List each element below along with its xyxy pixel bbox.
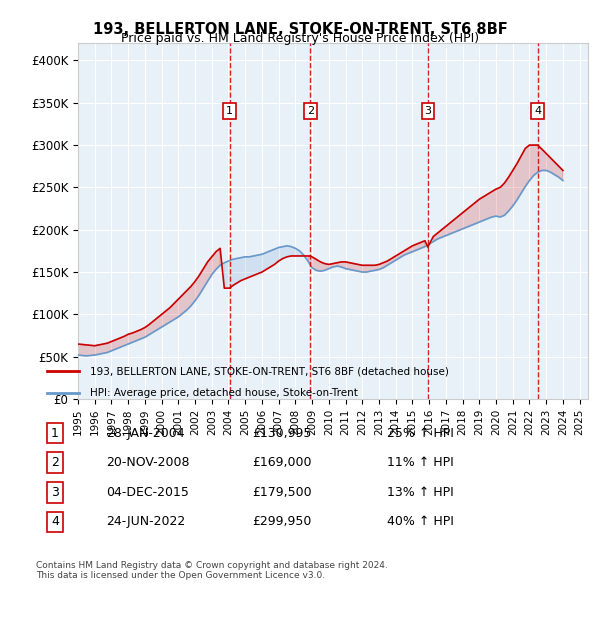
Text: 25% ↑ HPI: 25% ↑ HPI (387, 427, 454, 440)
Text: 20-NOV-2008: 20-NOV-2008 (106, 456, 190, 469)
Text: 193, BELLERTON LANE, STOKE-ON-TRENT, ST6 8BF (detached house): 193, BELLERTON LANE, STOKE-ON-TRENT, ST6… (90, 366, 449, 376)
Text: 3: 3 (51, 486, 59, 498)
Text: 4: 4 (534, 106, 541, 116)
Text: 24-JUN-2022: 24-JUN-2022 (106, 515, 185, 528)
Text: £179,500: £179,500 (252, 486, 311, 498)
Text: 04-DEC-2015: 04-DEC-2015 (106, 486, 189, 498)
Text: £299,950: £299,950 (252, 515, 311, 528)
Text: 1: 1 (51, 427, 59, 440)
Text: 2: 2 (307, 106, 314, 116)
Text: 2: 2 (51, 456, 59, 469)
Text: £169,000: £169,000 (252, 456, 311, 469)
Text: £130,995: £130,995 (252, 427, 311, 440)
Text: Contains HM Land Registry data © Crown copyright and database right 2024.
This d: Contains HM Land Registry data © Crown c… (36, 561, 388, 580)
Text: 193, BELLERTON LANE, STOKE-ON-TRENT, ST6 8BF: 193, BELLERTON LANE, STOKE-ON-TRENT, ST6… (92, 22, 508, 37)
Text: Price paid vs. HM Land Registry's House Price Index (HPI): Price paid vs. HM Land Registry's House … (121, 32, 479, 45)
Text: 13% ↑ HPI: 13% ↑ HPI (387, 486, 454, 498)
Text: 1: 1 (226, 106, 233, 116)
Text: 11% ↑ HPI: 11% ↑ HPI (387, 456, 454, 469)
Text: 3: 3 (424, 106, 431, 116)
Text: 28-JAN-2004: 28-JAN-2004 (106, 427, 185, 440)
Text: 4: 4 (51, 515, 59, 528)
Text: HPI: Average price, detached house, Stoke-on-Trent: HPI: Average price, detached house, Stok… (90, 388, 358, 398)
Text: 40% ↑ HPI: 40% ↑ HPI (387, 515, 454, 528)
